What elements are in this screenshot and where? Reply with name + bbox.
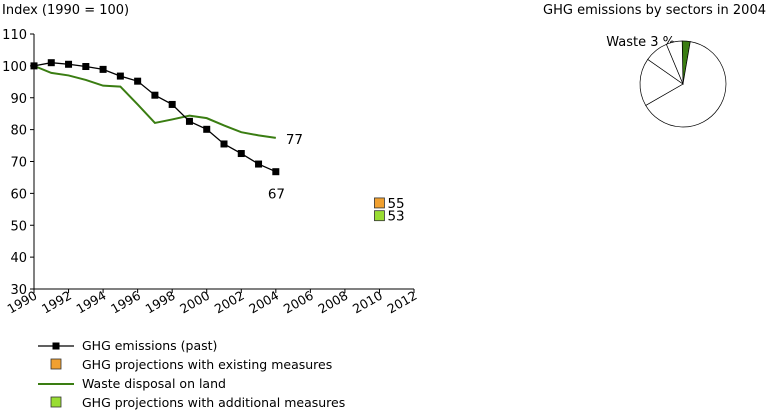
projection-existing-marker: [374, 197, 385, 209]
y-tick-label: 40: [10, 251, 27, 266]
y-tick-label: 30: [10, 283, 27, 298]
legend-item: GHG projections with additional measures: [36, 393, 345, 412]
legend-swatch: [50, 358, 62, 370]
x-tick-label: 1994: [74, 288, 109, 317]
pie-slice-label-waste: Waste 3 %: [606, 35, 675, 50]
legend-label: GHG emissions (past): [82, 338, 218, 353]
data-point-ghg-emissions: [47, 59, 55, 67]
x-tick-label: 2002: [212, 288, 247, 317]
data-point-ghg-emissions: [116, 72, 124, 80]
end-label-ghg-emissions: 67: [268, 187, 285, 203]
y-tick-label: 70: [10, 156, 27, 171]
pie-slice: [639, 58, 684, 106]
y-tick-label: 100: [2, 60, 27, 75]
data-point-ghg-emissions: [134, 77, 142, 85]
x-tick-label: 2012: [384, 288, 419, 317]
y-tick-label: 50: [10, 219, 27, 234]
legend-item: GHG projections with existing measures: [36, 355, 345, 374]
series-line-waste-disposal: [33, 64, 276, 139]
y-tick-label: 80: [10, 124, 27, 139]
x-tick-label: 2008: [315, 288, 350, 317]
x-tick-label: 2004: [246, 288, 281, 317]
x-tick-label: 2006: [281, 288, 316, 317]
pie-slice: [645, 41, 727, 128]
end-label-waste-disposal: 77: [286, 132, 303, 148]
y-tick-label: 60: [10, 187, 27, 202]
x-tick-label: 1992: [39, 288, 74, 317]
data-point-ghg-emissions: [237, 150, 245, 158]
legend-item: GHG emissions (past): [36, 336, 345, 355]
data-point-ghg-emissions: [151, 91, 159, 99]
data-point-ghg-emissions: [168, 100, 176, 108]
data-point-ghg-emissions: [255, 160, 263, 168]
pie-chart: Waste 3 %: [606, 35, 727, 128]
data-point-ghg-emissions: [99, 65, 107, 73]
data-point-ghg-emissions: [65, 60, 73, 68]
legend-swatch: [38, 383, 74, 385]
legend-swatch: [38, 342, 74, 350]
x-tick-label: 1996: [108, 288, 143, 317]
projection-additional-label: 53: [387, 209, 404, 225]
data-point-ghg-emissions: [185, 117, 193, 125]
x-tick-label: 2010: [350, 288, 385, 317]
legend-label: GHG projections with existing measures: [82, 357, 333, 372]
data-point-ghg-emissions: [30, 62, 38, 70]
data-point-ghg-emissions: [220, 140, 228, 148]
projection-existing-label: 55: [387, 196, 404, 212]
pie-title: GHG emissions by sectors in 2004: [543, 3, 766, 18]
x-tick-label: 2000: [177, 288, 212, 317]
y-axis-label: Index (1990 = 100): [2, 3, 129, 18]
pie-slice: [665, 40, 684, 85]
legend-label: GHG projections with additional measures: [82, 395, 346, 410]
legend: GHG emissions (past) GHG projections with…: [36, 336, 345, 412]
x-tick-label: 1998: [143, 288, 178, 317]
data-point-ghg-emissions: [82, 63, 90, 71]
legend-label: Waste disposal on land: [82, 376, 226, 391]
y-tick-label: 90: [10, 92, 27, 107]
data-point-ghg-emissions: [272, 168, 280, 176]
legend-swatch: [50, 396, 62, 408]
y-tick-label: 110: [2, 28, 27, 43]
projection-additional-marker: [374, 210, 385, 222]
data-point-ghg-emissions: [203, 125, 211, 133]
legend-item: Waste disposal on land: [36, 374, 345, 393]
